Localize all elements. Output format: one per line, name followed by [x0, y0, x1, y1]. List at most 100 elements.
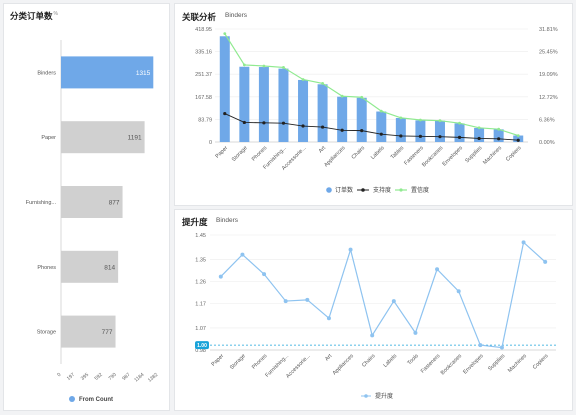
- support-point: [438, 135, 442, 139]
- x-tick-label: Phones: [251, 353, 269, 371]
- x-tick-label: Art: [324, 353, 334, 363]
- bar: [61, 315, 116, 348]
- lift-point: [305, 297, 310, 302]
- x-tick-label: Labels: [370, 145, 386, 161]
- x-tick-label: Copiers: [505, 145, 523, 163]
- confidence-point: [399, 116, 403, 120]
- y-right-tick-label: 12.72%: [539, 95, 558, 101]
- reference-label: 1.00: [197, 343, 207, 349]
- series-line-support: [224, 113, 519, 141]
- lift-point: [499, 345, 504, 350]
- data-label: 877: [109, 200, 120, 207]
- title-mark: %: [53, 11, 58, 18]
- y-tick-label: 1.45: [195, 233, 206, 239]
- x-tick-label: Chairs: [351, 145, 367, 161]
- y-right-tick-label: 0.00%: [539, 140, 555, 146]
- lift-point: [348, 247, 353, 252]
- y-tick-label: 0.98: [195, 348, 206, 354]
- lift-point: [262, 272, 267, 277]
- legend-swatch: [364, 394, 368, 398]
- y-right-tick-label: 31.81%: [539, 27, 558, 33]
- confidence-point: [223, 32, 227, 36]
- bar: [493, 129, 504, 142]
- bar: [61, 186, 123, 218]
- support-point: [477, 136, 481, 141]
- x-tick-label: Paper: [215, 145, 230, 160]
- data-label: 814: [104, 264, 115, 271]
- bar: [239, 66, 250, 142]
- category-orders-chart: 1315 Binders 1191 Paper 877 Furnishing... 814 P…: [26, 40, 159, 403]
- x-tick-label: Supplies: [464, 145, 483, 164]
- support-point: [301, 124, 305, 128]
- support-point: [320, 125, 325, 129]
- lift-point: [543, 259, 548, 264]
- bar: [474, 127, 485, 142]
- panel-title: 分类订单数%: [10, 11, 58, 21]
- legend-swatch: [69, 396, 75, 402]
- bar: [454, 123, 465, 142]
- lift-point: [218, 274, 223, 279]
- y-tick-label: 1.07: [195, 326, 206, 332]
- confidence-point: [477, 126, 481, 130]
- confidence-point: [379, 109, 383, 113]
- x-tick-label: 395: [80, 372, 90, 382]
- x-tick-label: Storage: [229, 353, 247, 371]
- y-left-tick-label: 251.37: [195, 72, 212, 78]
- legend-swatch: [361, 188, 365, 192]
- support-point: [379, 132, 383, 136]
- bar: [61, 121, 145, 154]
- bar: [219, 36, 230, 142]
- x-tick-label: Machines: [482, 145, 503, 166]
- support-point: [399, 134, 403, 138]
- association-chart: 0 83.79 167.58 251.37 335.16 418.95 0.00% 6.36%…: [195, 27, 558, 194]
- bar: [395, 117, 406, 142]
- x-tick-label: Tools: [407, 353, 420, 366]
- lift-point: [326, 316, 331, 321]
- bar: [376, 111, 387, 142]
- confidence-point: [419, 118, 422, 122]
- y-tick-label: 1.17: [195, 302, 206, 308]
- panel-subtitle: Binders: [225, 12, 248, 19]
- legend-label: 提升度: [375, 392, 393, 400]
- confidence-point: [360, 95, 364, 99]
- panel-title: 关联分析: [182, 12, 217, 22]
- lift-point: [435, 267, 440, 272]
- category-label: Phones: [37, 265, 56, 271]
- bar: [258, 67, 269, 142]
- lift-point: [478, 343, 483, 348]
- confidence-point: [262, 64, 266, 68]
- x-tick-label: Phones: [251, 145, 269, 163]
- x-tick-label: 790: [107, 372, 117, 382]
- bar: [337, 96, 348, 142]
- x-tick-label: Envelopes: [442, 145, 465, 168]
- lift-point: [370, 333, 375, 338]
- support-point: [223, 111, 227, 116]
- support-point: [457, 135, 462, 139]
- confidence-point: [438, 119, 442, 123]
- confidence-point: [340, 94, 344, 98]
- category-label: Binders: [37, 70, 56, 76]
- lift-point: [413, 330, 418, 335]
- x-tick-label: Appliances: [332, 353, 355, 376]
- lift-point: [283, 299, 288, 304]
- confidence-point: [497, 127, 501, 131]
- confidence-point: [458, 121, 461, 125]
- lift-point: [391, 299, 396, 304]
- legend-label: 支持度: [373, 186, 391, 194]
- bar: [61, 56, 154, 89]
- y-right-tick-label: 6.36%: [539, 117, 555, 123]
- support-point: [262, 121, 266, 125]
- series-line-confidence: [224, 33, 519, 137]
- bar: [298, 79, 309, 142]
- x-tick-label: 197: [66, 372, 76, 382]
- y-left-tick-label: 0: [209, 140, 212, 146]
- x-tick-label: Bookcases: [421, 145, 444, 168]
- bar: [317, 84, 328, 142]
- legend-label: From Count: [79, 397, 113, 403]
- x-tick-label: Chairs: [361, 353, 377, 369]
- association-panel: 关联分析 Binders 0 83.79 167.58 251.37 335.16 418…: [174, 3, 573, 206]
- x-tick-label: Storage: [231, 145, 249, 163]
- reference-label-badge: [195, 341, 209, 350]
- support-point: [340, 128, 344, 132]
- x-tick-label: Supplies: [487, 353, 506, 372]
